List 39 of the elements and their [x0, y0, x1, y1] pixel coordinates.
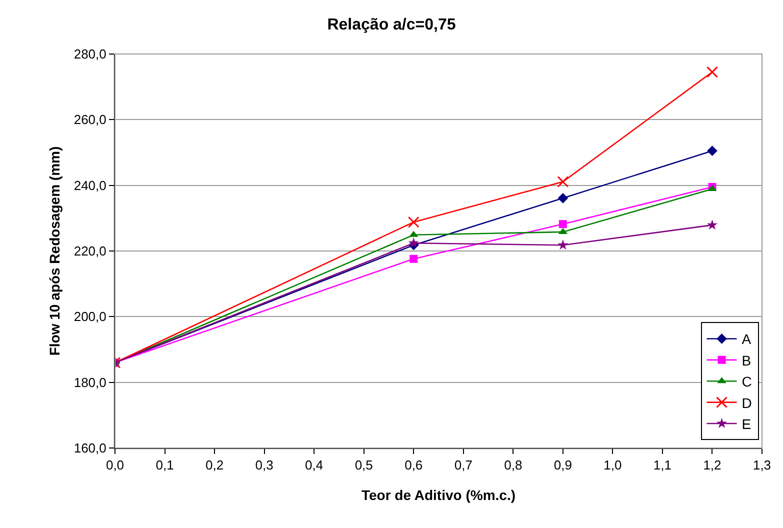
- legend-label: A: [742, 331, 752, 348]
- point: [707, 146, 718, 156]
- x-tick-label: 0,9: [554, 458, 572, 473]
- y-tick-label: 260,0: [74, 112, 106, 128]
- x-tick-label: 1,3: [752, 458, 772, 473]
- point: [408, 216, 420, 228]
- x-tick-label: 0,3: [255, 458, 274, 473]
- point: [557, 176, 569, 188]
- point: [558, 239, 568, 250]
- x-tick-label: 0,7: [454, 458, 472, 473]
- point: [706, 219, 718, 230]
- x-tick-label: 0,0: [106, 458, 124, 473]
- point: [706, 66, 718, 78]
- y-axis-title: Flow 10 após Redosagem (mm): [46, 146, 62, 356]
- x-tick-label: 0,2: [206, 458, 224, 473]
- y-tick-label: 240,0: [74, 178, 106, 193]
- y-tick-label: 160,0: [74, 440, 106, 456]
- x-tick-label: 1,1: [653, 458, 672, 473]
- point: [558, 192, 568, 204]
- x-tick-label: 0,8: [504, 458, 522, 473]
- x-tick-label: 0,1: [156, 458, 174, 473]
- legend-label: B: [742, 352, 752, 368]
- point: [558, 220, 567, 228]
- legend-label: C: [742, 374, 752, 390]
- y-tick-label: 200,0: [74, 309, 106, 324]
- y-tick-label: 180,0: [74, 374, 106, 390]
- y-tick-label: 280,0: [74, 46, 106, 62]
- x-tick-label: 0,4: [305, 458, 324, 473]
- point: [408, 238, 419, 248]
- x-axis-title: Teor de Aditivo (%m.c.): [361, 486, 516, 503]
- x-tick-label: 1,2: [703, 458, 722, 473]
- point: [410, 254, 418, 263]
- legend-label: E: [742, 416, 752, 432]
- chart-title: Relação a/c=0,75: [327, 16, 456, 34]
- y-tick-label: 220,0: [74, 244, 106, 259]
- x-tick-label: 0,6: [404, 458, 423, 473]
- x-tick-label: 0,5: [354, 458, 373, 473]
- x-tick-label: 1,0: [604, 458, 622, 473]
- legend-label: D: [742, 394, 752, 411]
